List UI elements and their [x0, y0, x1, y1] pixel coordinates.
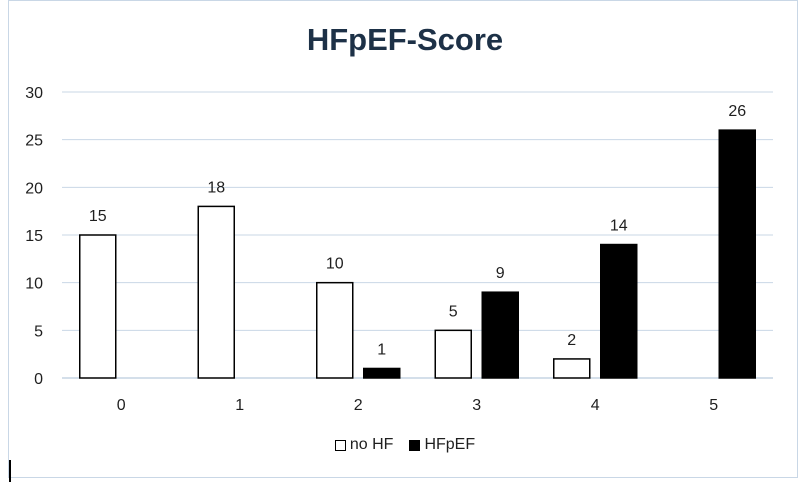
data-label-no-hf-2: 10 — [326, 256, 344, 273]
legend: no HF HFpEF — [0, 436, 810, 454]
chart-frame — [8, 0, 798, 478]
y-tick-label-15: 15 — [25, 228, 43, 245]
bar-hfpef-3 — [481, 291, 519, 379]
legend-swatch-no-hf — [334, 439, 346, 451]
data-label-no-hf-1: 18 — [207, 179, 225, 196]
text-cursor — [9, 460, 11, 482]
y-tick-label-0: 0 — [34, 371, 43, 388]
y-tick-label-10: 10 — [25, 276, 43, 293]
legend-item-no-hf: no HF — [334, 436, 394, 454]
x-tick-label-3: 3 — [472, 397, 481, 414]
data-label-hfpef-2: 1 — [377, 341, 386, 358]
bar-hfpef-4 — [600, 243, 638, 379]
y-tick-label-20: 20 — [25, 180, 43, 197]
bar-no-hf-2 — [316, 281, 354, 379]
bar-no-hf-1 — [197, 205, 235, 379]
data-label-hfpef-3: 9 — [496, 265, 505, 282]
legend-label-no-hf: no HF — [349, 436, 394, 453]
x-tick-label-4: 4 — [591, 397, 600, 414]
bar-no-hf-3 — [434, 329, 472, 379]
y-tick-label-30: 30 — [25, 85, 43, 102]
legend-item-hfpef: HFpEF — [409, 436, 475, 454]
bar-no-hf-0 — [79, 234, 117, 379]
x-tick-label-2: 2 — [354, 397, 363, 414]
data-label-no-hf-3: 5 — [449, 303, 458, 320]
bar-no-hf-4 — [553, 358, 591, 379]
data-label-no-hf-0: 15 — [89, 208, 107, 225]
bar-hfpef-2 — [363, 367, 401, 379]
y-tick-label-5: 5 — [34, 323, 43, 340]
data-label-hfpef-4: 14 — [610, 218, 628, 235]
y-tick-label-25: 25 — [25, 133, 43, 150]
data-label-hfpef-5: 26 — [728, 103, 746, 120]
x-tick-label-0: 0 — [117, 397, 126, 414]
x-tick-label-1: 1 — [235, 397, 244, 414]
bar-hfpef-5 — [718, 129, 756, 379]
legend-swatch-hfpef — [409, 439, 421, 451]
x-tick-label-5: 5 — [709, 397, 718, 414]
data-label-no-hf-4: 2 — [567, 332, 576, 349]
legend-label-hfpef: HFpEF — [424, 436, 476, 453]
chart-title: HFpEF-Score — [306, 22, 504, 57]
